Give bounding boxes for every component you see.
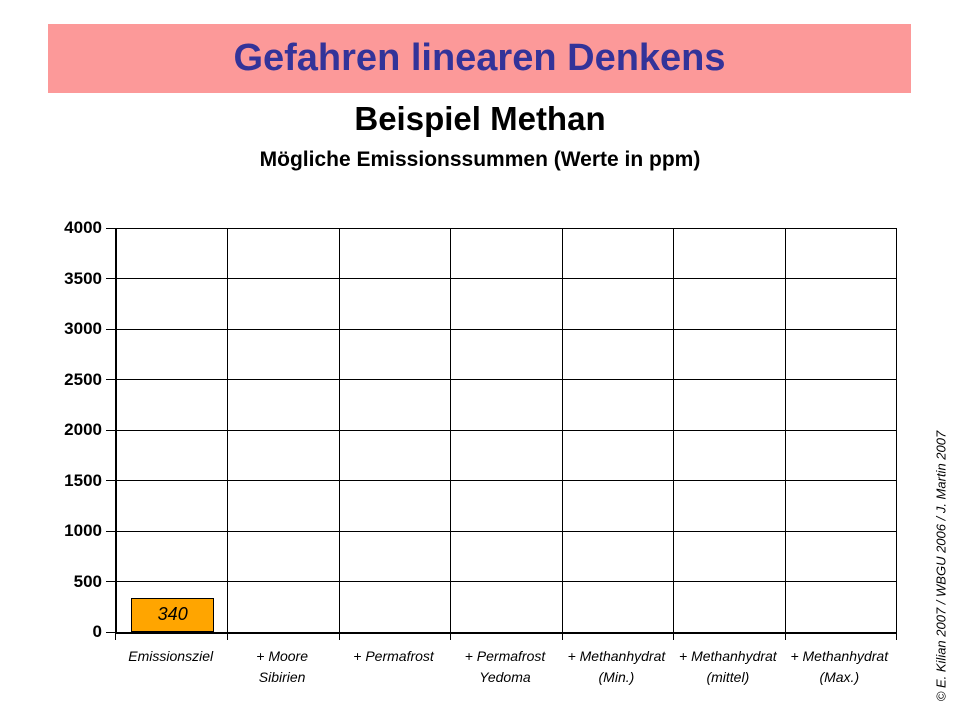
x-axis-category-label: + Methanhydrat (Max.) bbox=[776, 646, 903, 688]
y-axis-tick-label: 1000 bbox=[64, 521, 102, 540]
bar-chart-plot-area: 340 bbox=[106, 227, 897, 640]
y-axis-tick-label: 0 bbox=[92, 622, 102, 641]
y-axis-tick-label: 500 bbox=[73, 571, 102, 591]
x-axis-category-label-line: (mittel) bbox=[706, 669, 750, 685]
x-axis-category-label-line: + Moore bbox=[256, 648, 308, 664]
y-axis-tick bbox=[106, 278, 115, 279]
y-axis-tick bbox=[106, 631, 115, 633]
y-axis-tick-label: 2000 bbox=[64, 420, 102, 439]
bar-value-label: 340 bbox=[157, 604, 188, 625]
title-banner: Gefahren linearen Denkens bbox=[48, 24, 911, 93]
x-axis-category-label-line: (Min.) bbox=[598, 669, 635, 685]
chart-title: Mögliche Emissionssummen (Werte in ppm) bbox=[259, 148, 701, 171]
y-axis-tick-label: 1500 bbox=[64, 470, 102, 490]
x-axis-category-label-line: Yedoma bbox=[479, 669, 531, 685]
x-axis-category-label-line: Emissionsziel bbox=[128, 648, 214, 664]
x-axis-tick bbox=[339, 632, 340, 640]
x-axis-category-label: + Moore Sibirien bbox=[218, 646, 345, 688]
x-axis-category-label-line: + Permafrost bbox=[464, 648, 546, 664]
y-axis-tick-label: 3500 bbox=[64, 268, 102, 288]
x-axis-category-label-line: + Methanhydrat bbox=[567, 648, 666, 664]
v-gridline bbox=[227, 228, 228, 632]
y-axis-tick-label: 4000 bbox=[64, 218, 102, 237]
x-axis-category-label-line: (Max.) bbox=[819, 669, 860, 685]
v-gridline bbox=[562, 228, 563, 632]
y-axis-tick-label: 2500 bbox=[64, 369, 102, 389]
x-axis-category-label: + Methanhydrat (Min.) bbox=[553, 646, 680, 688]
y-axis-tick bbox=[106, 328, 115, 330]
x-axis-category-label: Emissionsziel bbox=[107, 646, 234, 667]
h-gridline bbox=[117, 429, 897, 431]
x-axis-category-label: + Permafrost bbox=[330, 646, 457, 667]
x-axis-category-label-line: + Permafrost bbox=[353, 648, 434, 664]
h-gridline bbox=[117, 328, 897, 330]
y-axis-tick bbox=[106, 429, 115, 431]
v-gridline bbox=[673, 228, 674, 632]
y-axis-tick bbox=[106, 530, 115, 532]
x-axis-category-label-line: + Methanhydrat bbox=[679, 648, 777, 664]
x-axis-tick bbox=[450, 632, 451, 640]
x-axis-tick bbox=[115, 632, 116, 640]
copyright-vertical-text: © E. Kilian 2007 / WBGU 2006 / J. Martin… bbox=[933, 430, 949, 702]
v-gridline bbox=[339, 228, 340, 632]
x-axis-category-label-line: + Methanhydrat bbox=[790, 648, 889, 664]
x-axis-tick bbox=[785, 632, 786, 640]
x-axis-tick bbox=[227, 632, 228, 640]
banner-title: Gefahren linearen Denkens bbox=[233, 37, 726, 79]
h-gridline bbox=[117, 228, 897, 229]
x-axis-tick bbox=[673, 632, 674, 640]
y-axis-tick bbox=[106, 480, 115, 481]
bar: 340 bbox=[130, 597, 215, 632]
v-gridline bbox=[896, 228, 897, 632]
x-axis-category-label-line: Sibirien bbox=[258, 669, 306, 685]
v-gridline bbox=[785, 228, 786, 632]
h-gridline bbox=[117, 379, 897, 380]
y-axis-tick-label: 3000 bbox=[64, 319, 102, 338]
h-gridline bbox=[117, 480, 897, 481]
v-gridline bbox=[450, 228, 451, 632]
x-axis-category-label: + Permafrost Yedoma bbox=[441, 646, 568, 688]
slide-subtitle: Beispiel Methan bbox=[354, 100, 606, 137]
x-axis-tick bbox=[562, 632, 563, 640]
y-axis-tick bbox=[106, 379, 115, 380]
h-gridline bbox=[117, 278, 897, 279]
h-gridline bbox=[117, 581, 897, 582]
x-axis-category-label: + Methanhydrat (mittel) bbox=[664, 646, 791, 688]
h-gridline bbox=[117, 530, 897, 532]
y-axis-tick bbox=[106, 227, 115, 229]
y-axis-tick bbox=[106, 581, 115, 582]
x-axis-tick bbox=[896, 632, 897, 640]
